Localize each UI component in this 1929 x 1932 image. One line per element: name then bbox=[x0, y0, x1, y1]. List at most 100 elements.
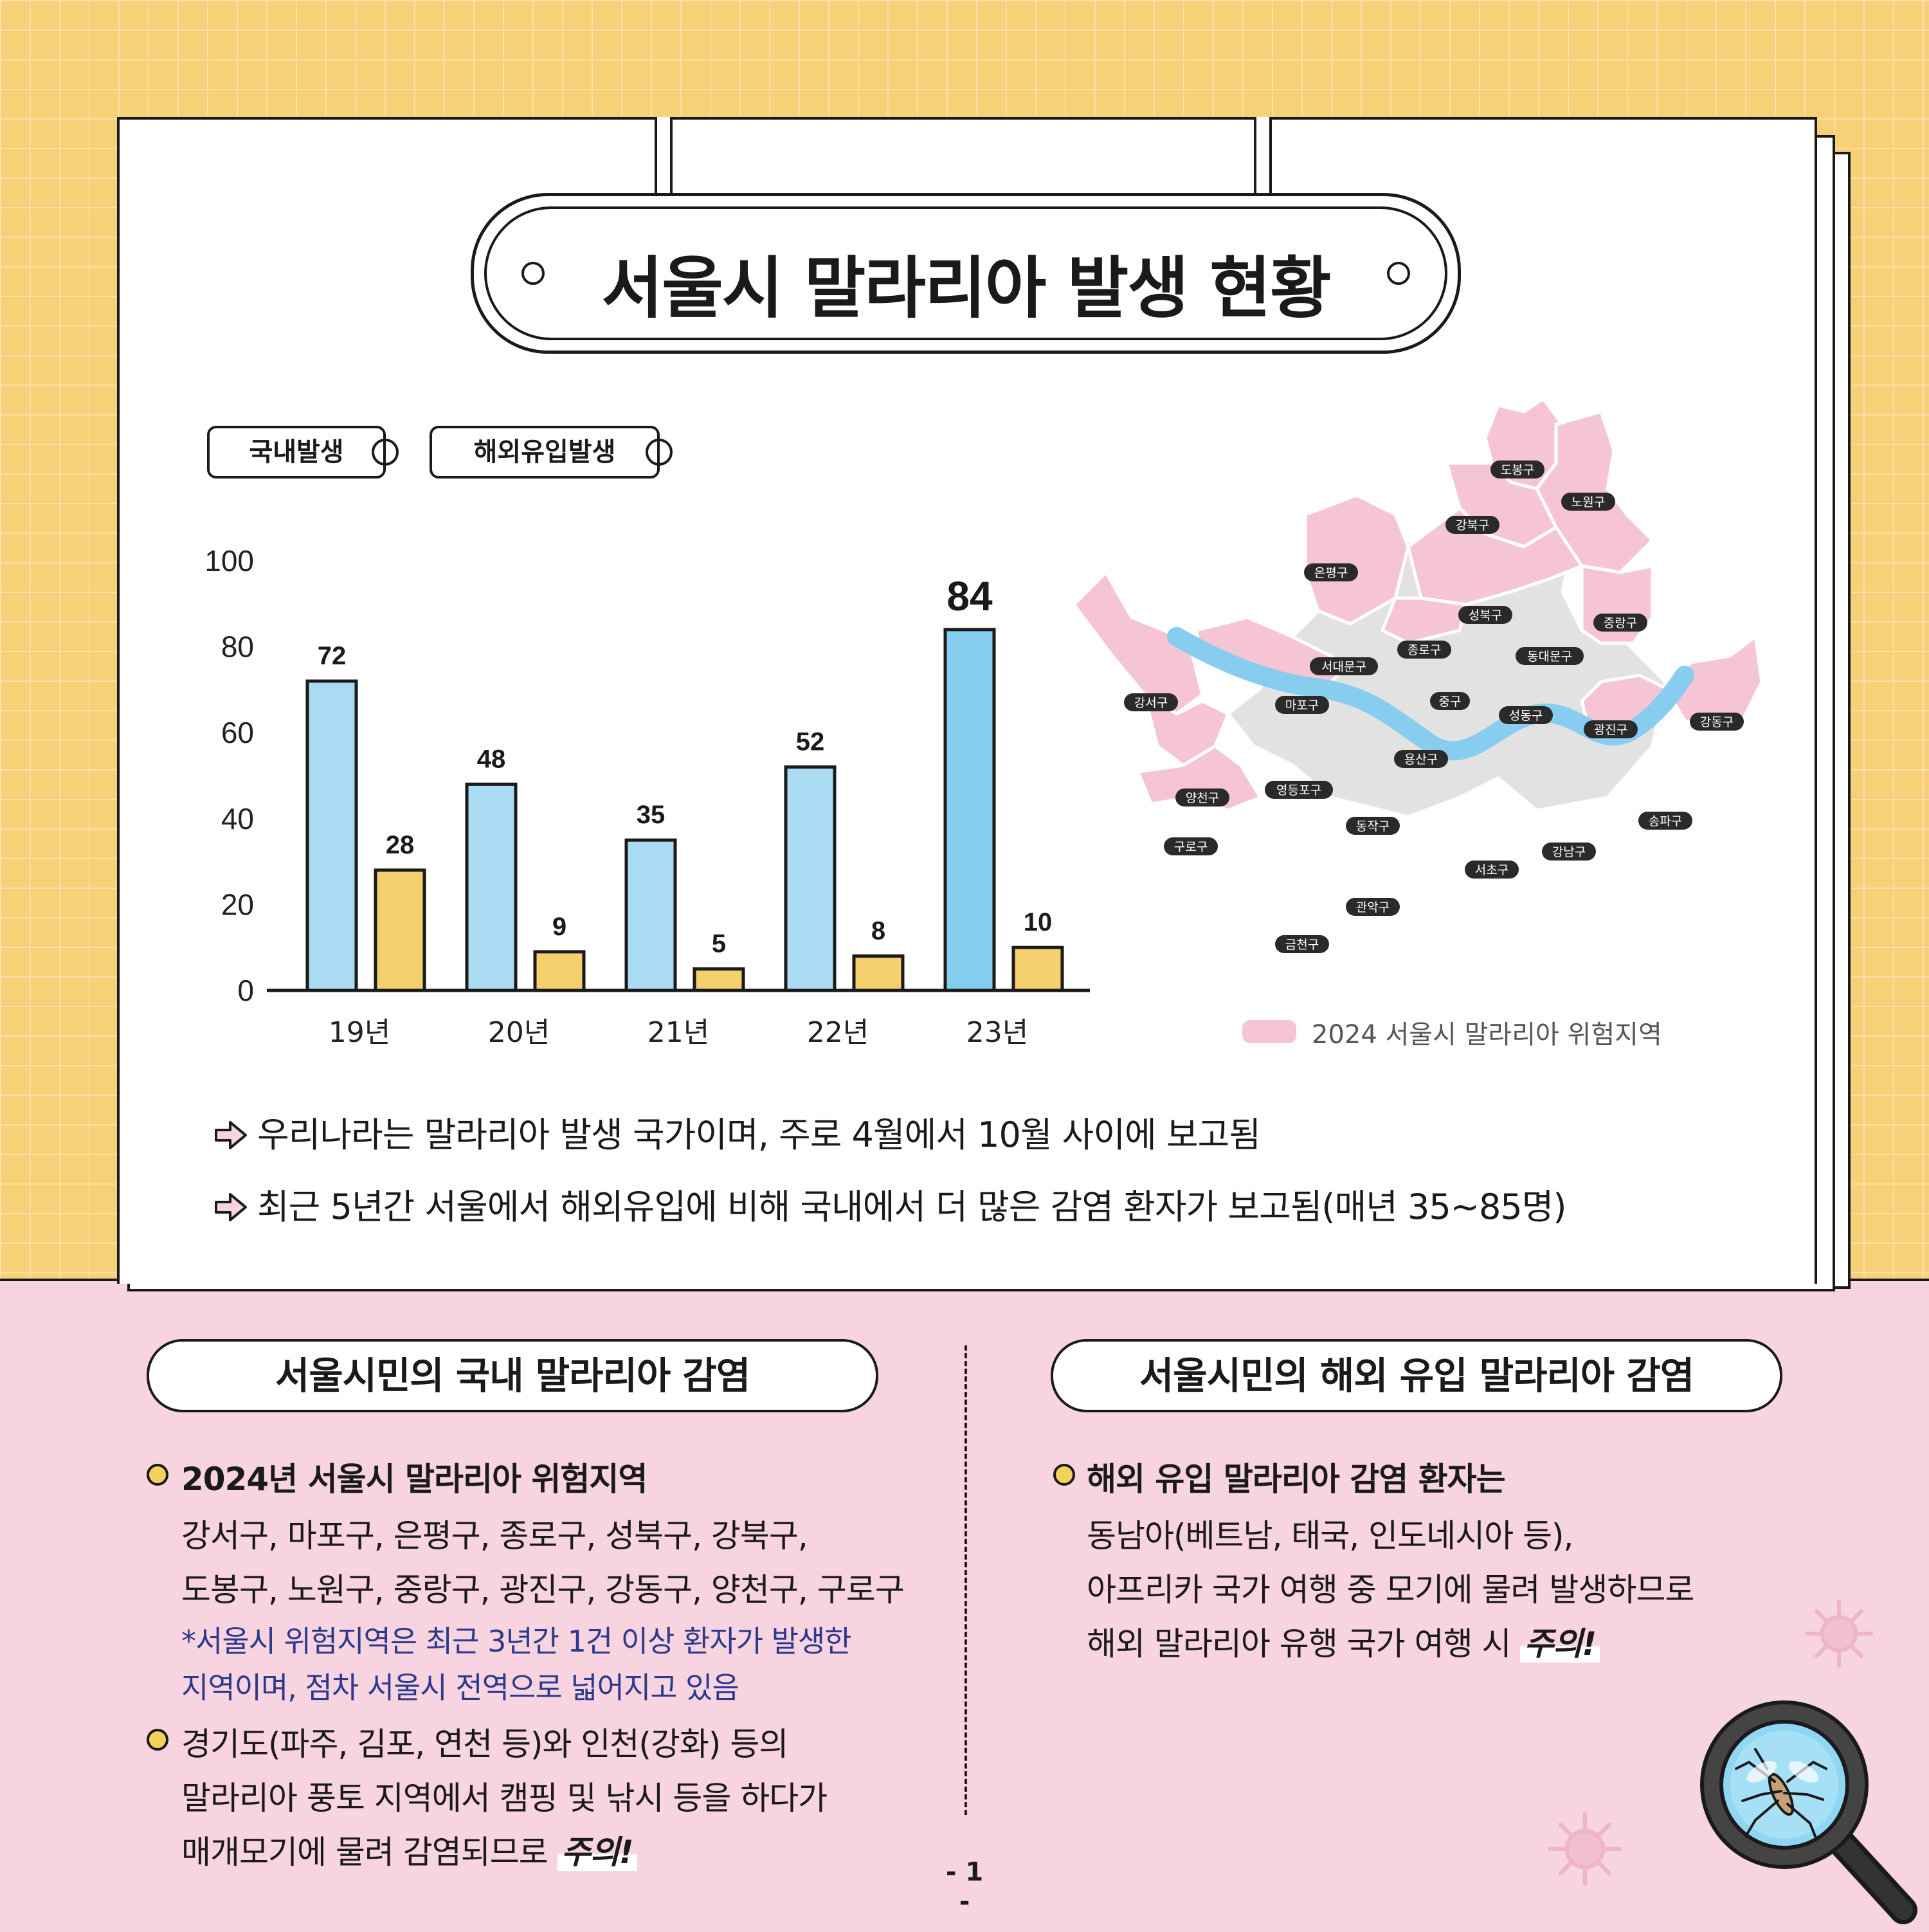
domestic-bullet2-line3-text: 매개모기에 물려 감염되므로 bbox=[181, 1834, 548, 1871]
district-label: 성동구 bbox=[1509, 709, 1543, 723]
district-jongno bbox=[1380, 596, 1469, 645]
district-guro bbox=[1136, 743, 1263, 812]
district-label: 송파구 bbox=[1649, 814, 1682, 828]
district-label: 중구 bbox=[1439, 695, 1462, 709]
legend-domestic-dot bbox=[372, 439, 399, 466]
district-label: 서대문구 bbox=[1321, 660, 1366, 674]
overseas-line1: 동남아(베트남, 태국, 인도네시아 등), bbox=[1087, 1517, 1573, 1554]
overseas-line3-text: 해외 말라리아 유행 국가 여행 시 bbox=[1087, 1625, 1511, 1663]
domestic-bullet1-note2: 지역이며, 점차 서울시 전역으로 넓어지고 있음 bbox=[181, 1670, 739, 1705]
district-label: 은평구 bbox=[1314, 566, 1348, 580]
domestic-bullet2-line1: 경기도(파주, 김포, 연천 등)와 인천(강화) 등의 bbox=[181, 1726, 788, 1763]
district-label-bg bbox=[1584, 720, 1638, 738]
arrow-right-icon bbox=[215, 1121, 247, 1149]
domestic-section-title: 서울시민의 국내 말라리아 감염 bbox=[147, 1339, 878, 1412]
district-label-bg bbox=[1394, 750, 1448, 768]
district-label: 성북구 bbox=[1469, 608, 1502, 623]
legend-overseas: 해외유입발생 bbox=[430, 426, 660, 478]
title-banner: 서울시 말라리아 발생 현황 bbox=[471, 193, 1461, 354]
domestic-bullet2-line2: 말라리아 풍토 지역에서 캠핑 및 낚시 등을 하다가 bbox=[181, 1780, 828, 1817]
district-label-bg bbox=[1490, 460, 1544, 478]
district-nowon bbox=[1535, 409, 1655, 574]
district-label-bg bbox=[1638, 812, 1692, 830]
district-yangcheon bbox=[1142, 691, 1231, 768]
page-title: 서울시 말라리아 발생 현황 bbox=[601, 249, 1331, 327]
map-legend-label: 2024 서울시 말라리아 위험지역 bbox=[1312, 1020, 1662, 1050]
district-label-bg bbox=[1265, 781, 1333, 799]
district-label-bg bbox=[1346, 898, 1400, 916]
district-label-bg bbox=[1516, 647, 1584, 665]
district-label-bg bbox=[1690, 713, 1744, 731]
overseas-line2: 아프리카 국가 여행 중 모기에 물려 발생하므로 bbox=[1087, 1571, 1694, 1608]
domestic-bullet1-line1: 강서구, 마포구, 은평구, 종로구, 성북구, 강북구, bbox=[181, 1517, 808, 1554]
district-label-bg bbox=[1275, 696, 1329, 714]
district-label: 강동구 bbox=[1700, 715, 1734, 729]
legend-overseas-dot bbox=[646, 439, 673, 466]
title-hanger-left bbox=[655, 117, 673, 199]
district-label: 강서구 bbox=[1134, 696, 1168, 710]
domestic-bullet2-line3: 매개모기에 물려 감염되므로 주의! bbox=[181, 1827, 637, 1873]
note-2: 최근 5년간 서울에서 해외유입에 비해 국내에서 더 많은 감염 환자가 보고… bbox=[212, 1178, 1566, 1229]
district-label: 용산구 bbox=[1404, 752, 1438, 767]
district-label: 중랑구 bbox=[1604, 616, 1637, 630]
district-label-bg bbox=[1430, 692, 1470, 710]
district-label-bg bbox=[1458, 606, 1512, 624]
bullet-icon bbox=[147, 1464, 168, 1486]
district-label: 강남구 bbox=[1552, 845, 1586, 859]
overseas-line3: 해외 말라리아 유행 국가 여행 시 주의! bbox=[1087, 1618, 1600, 1664]
arrow-right-icon bbox=[215, 1193, 247, 1221]
title-hanger-right bbox=[1254, 117, 1272, 199]
domestic-bullet1-note1: *서울시 위험지역은 최근 3년간 1건 이상 환자가 발생한 bbox=[181, 1624, 852, 1659]
district-label: 영등포구 bbox=[1276, 783, 1321, 797]
district-label: 노원구 bbox=[1571, 495, 1605, 509]
virus-icon bbox=[1805, 1599, 1873, 1668]
district-label: 광진구 bbox=[1594, 723, 1627, 737]
district-label-bg bbox=[1499, 706, 1553, 724]
district-label: 마포구 bbox=[1285, 698, 1319, 713]
overseas-warning: 주의! bbox=[1520, 1625, 1600, 1663]
legend-domestic: 국내발생 bbox=[207, 426, 386, 478]
section-divider bbox=[964, 1345, 967, 1815]
district-label-bg bbox=[1346, 817, 1400, 835]
domestic-warning: 주의! bbox=[557, 1834, 637, 1871]
district-label-bg bbox=[1175, 788, 1229, 807]
district-label-bg bbox=[1397, 641, 1451, 659]
bullet-icon bbox=[1053, 1464, 1075, 1486]
district-label-bg bbox=[1124, 693, 1178, 711]
domestic-bullet1-title: 2024년 서울시 말라리아 위험지역 bbox=[181, 1461, 648, 1498]
district-label: 구로구 bbox=[1174, 840, 1208, 854]
note-1: 우리나라는 말라리아 발생 국가이며, 주로 4월에서 10월 사이에 보고됨 bbox=[212, 1106, 1261, 1157]
district-label: 서초구 bbox=[1475, 863, 1508, 877]
district-gangseo bbox=[1071, 569, 1204, 716]
page-number: - 1 - bbox=[945, 1857, 984, 1917]
district-label-bg bbox=[1561, 493, 1615, 511]
district-label-bg bbox=[1164, 837, 1218, 855]
virus-icon bbox=[1548, 1812, 1622, 1886]
map-legend-swatch bbox=[1242, 1020, 1296, 1043]
district-label-bg bbox=[1275, 935, 1329, 953]
district-label-bg bbox=[1542, 843, 1596, 861]
district-label: 양천구 bbox=[1186, 791, 1219, 805]
district-label-bg bbox=[1593, 614, 1647, 632]
district-label: 동대문구 bbox=[1527, 650, 1572, 664]
note-2-text: 최근 5년간 서울에서 해외유입에 비해 국내에서 더 많은 감염 환자가 보고… bbox=[257, 1187, 1566, 1227]
district-label-bg bbox=[1310, 657, 1378, 675]
domestic-bullet1-line2: 도봉구, 노원구, 중랑구, 광진구, 강동구, 양천구, 구로구 bbox=[181, 1571, 905, 1608]
district-label: 종로구 bbox=[1408, 643, 1441, 657]
overseas-section-title: 서울시민의 해외 유입 말라리아 감염 bbox=[1051, 1339, 1782, 1412]
overseas-bullet-title: 해외 유입 말라리아 감염 환자는 bbox=[1087, 1461, 1506, 1498]
district-label: 금천구 bbox=[1285, 938, 1319, 952]
title-right-dot bbox=[1387, 262, 1410, 285]
bullet-icon bbox=[147, 1729, 168, 1751]
district-label-bg bbox=[1465, 861, 1519, 879]
district-label-bg bbox=[1445, 516, 1499, 534]
title-left-dot bbox=[521, 262, 545, 285]
district-label-bg bbox=[1304, 563, 1358, 581]
district-label: 도봉구 bbox=[1501, 463, 1534, 477]
magnifier-mosquito-icon bbox=[1700, 1700, 1917, 1924]
district-label: 관악구 bbox=[1356, 900, 1390, 915]
title-banner-inner bbox=[484, 206, 1447, 340]
district-label: 강북구 bbox=[1456, 518, 1489, 533]
